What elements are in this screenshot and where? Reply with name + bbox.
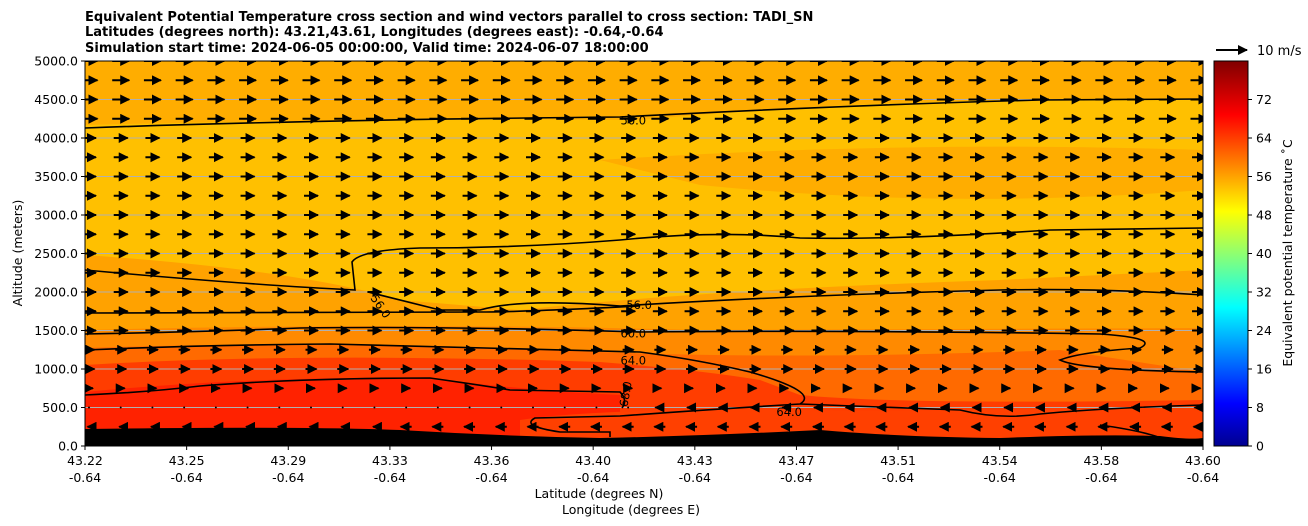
- y-tick-label: 5000.0: [34, 54, 78, 69]
- colorbar-tick-label: 48: [1256, 208, 1272, 223]
- wind-vector: [278, 406, 281, 409]
- wind-vector: [246, 406, 249, 409]
- colorbar-tick-label: 64: [1256, 131, 1272, 146]
- plot-area: [85, 61, 1203, 446]
- wind-vector: [373, 406, 376, 409]
- x-tick-label-lon: -0.64: [882, 470, 914, 485]
- wind-vector: [500, 406, 503, 409]
- contour-label: 56.0: [620, 113, 646, 127]
- y-tick-label: 500.0: [42, 400, 78, 415]
- x-tick-label-lat: 43.33: [372, 453, 408, 468]
- colorbar-label: Equivalent potential temperature ˚C: [1280, 139, 1295, 367]
- colorbar: [1213, 60, 1249, 447]
- wind-vector: [183, 406, 186, 409]
- x-tick-label-lat: 43.51: [880, 453, 916, 468]
- y-axis: 0.0 500.0 1000.0 1500.0 2000.0 2500.0 3000.0 35…: [34, 54, 85, 454]
- wind-vector: [405, 406, 408, 409]
- x-tick-label-lat: 43.40: [575, 453, 611, 468]
- y-tick-label: 0.0: [58, 439, 78, 454]
- wind-vector: [341, 406, 344, 409]
- contour-64-right: [799, 403, 1203, 418]
- y-tick-label: 1000.0: [34, 362, 78, 377]
- wind-vector: [119, 406, 122, 409]
- wind-vector: [436, 406, 439, 409]
- wind-vector: [151, 406, 154, 409]
- wind-key-label: 10 m/s: [1257, 44, 1302, 59]
- x-tick-label-lat: 43.58: [1083, 453, 1119, 468]
- contour-label: 56.0: [626, 298, 652, 312]
- contour-56-upper: [85, 98, 1203, 129]
- contour-labels: 56.056.056.060.064.064.068.0: [368, 113, 802, 419]
- contour-label: 68.0: [617, 380, 635, 408]
- contour-60: [85, 326, 1203, 373]
- colorbar-tick-label: 16: [1256, 362, 1272, 377]
- x-axis-label-line-1: Latitude (degrees N): [535, 486, 664, 501]
- wind-vector: [627, 406, 630, 409]
- chart-title-line-3: Simulation start time: 2024-06-05 00:00:…: [85, 41, 649, 56]
- x-tick-label-lon: -0.64: [69, 470, 101, 485]
- y-tick-label: 4500.0: [34, 92, 78, 107]
- chart-title-line-2: Latitudes (degrees north): 43.21,43.61, …: [85, 25, 664, 40]
- wind-vector: [214, 406, 217, 409]
- wind-vector: [595, 406, 598, 409]
- contour-68: [85, 377, 626, 409]
- x-axis-label-line-2: Longitude (degrees E): [562, 502, 700, 517]
- contour-56-mid: [85, 227, 1203, 291]
- y-axis-label: Altitude (meters): [10, 200, 25, 307]
- contour-label: 60.0: [620, 327, 646, 341]
- field-band-mid-upper: [600, 146, 1203, 199]
- y-tick-label: 1500.0: [34, 323, 78, 338]
- colorbar-tick-label: 72: [1256, 92, 1272, 107]
- x-tick-label-lon: -0.64: [679, 470, 711, 485]
- x-tick-label-lon: -0.64: [170, 470, 202, 485]
- x-tick-label-lat: 43.22: [67, 453, 103, 468]
- x-tick-label-lat: 43.43: [677, 453, 713, 468]
- wind-vector: [563, 406, 566, 409]
- terrain: [85, 427, 1203, 446]
- x-tick-label-lon: -0.64: [374, 470, 406, 485]
- y-tick-label: 3000.0: [34, 208, 78, 223]
- contour-label: 64.0: [776, 405, 802, 419]
- y-tick-label: 4000.0: [34, 131, 78, 146]
- x-tick-label-lat: 43.60: [1185, 453, 1221, 468]
- x-tick-label-lon: -0.64: [984, 470, 1016, 485]
- wind-vector: [310, 406, 312, 409]
- x-tick-label-lat: 43.25: [169, 453, 205, 468]
- x-tick-label-lat: 43.36: [474, 453, 510, 468]
- colorbar-tick-label: 0: [1256, 439, 1264, 454]
- x-tick-label-lat: 43.47: [779, 453, 815, 468]
- x-axis: 43.22 -0.64 43.25 -0.64 43.29 -0.64 43.33 -0.64…: [67, 446, 1221, 485]
- colorbar-tick-label: 40: [1256, 246, 1272, 261]
- colorbar-tick-label: 56: [1256, 169, 1272, 184]
- contour-64: [85, 343, 806, 437]
- contour-56-base: [85, 305, 641, 314]
- y-tick-label: 3500.0: [34, 169, 78, 184]
- field-band-upper: [85, 61, 1203, 125]
- x-tick-label-lat: 43.54: [982, 453, 1018, 468]
- x-tick-label-lon: -0.64: [577, 470, 609, 485]
- colorbar-tick-label: 32: [1256, 285, 1272, 300]
- x-tick-label-lon: -0.64: [1085, 470, 1117, 485]
- x-tick-label-lon: -0.64: [272, 470, 304, 485]
- wind-vector: [468, 406, 471, 409]
- contour-lines: [85, 98, 1203, 441]
- y-tick-label: 2500.0: [34, 246, 78, 261]
- x-tick-label-lon: -0.64: [475, 470, 507, 485]
- wind-vector: [532, 406, 534, 409]
- chart-title-line-1: Equivalent Potential Temperature cross s…: [85, 10, 813, 25]
- x-tick-label-lon: -0.64: [1187, 470, 1219, 485]
- x-tick-label-lat: 43.29: [270, 453, 306, 468]
- wind-vector: [88, 406, 90, 409]
- colorbar-ticks: 0 8 16 24 32 40 48 56 64 72: [1248, 92, 1272, 454]
- colorbar-tick-label: 8: [1256, 400, 1264, 415]
- y-tick-label: 2000.0: [34, 285, 78, 300]
- field-band-2000: [85, 255, 1203, 340]
- contour-label: 64.0: [620, 354, 646, 368]
- contour-56-loop: [367, 288, 1203, 311]
- colorbar-tick-label: 24: [1256, 323, 1272, 338]
- x-tick-label-lon: -0.64: [780, 470, 812, 485]
